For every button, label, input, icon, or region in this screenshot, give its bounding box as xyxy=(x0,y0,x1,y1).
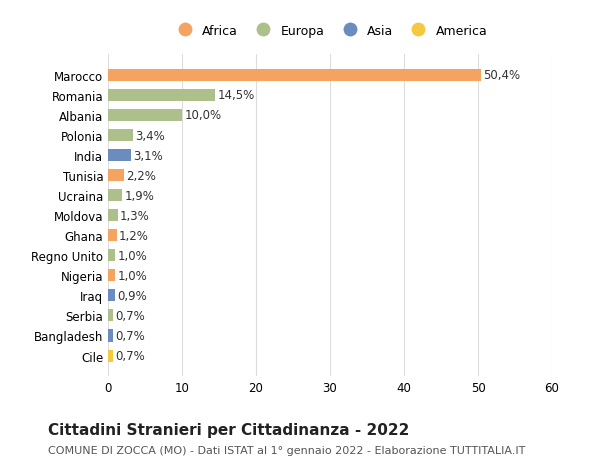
Text: 0,7%: 0,7% xyxy=(115,309,145,322)
Bar xyxy=(108,350,113,362)
Bar xyxy=(108,330,113,342)
Bar xyxy=(108,70,481,82)
Text: 3,1%: 3,1% xyxy=(133,149,163,162)
Text: 3,4%: 3,4% xyxy=(136,129,165,142)
Bar xyxy=(108,270,115,282)
Text: 0,7%: 0,7% xyxy=(115,349,145,362)
Bar xyxy=(108,150,131,162)
Bar xyxy=(108,230,117,242)
Bar xyxy=(108,190,122,202)
Bar xyxy=(108,250,115,262)
Text: 1,0%: 1,0% xyxy=(118,269,148,282)
Text: 10,0%: 10,0% xyxy=(184,109,221,122)
Bar xyxy=(108,170,124,182)
Text: 1,0%: 1,0% xyxy=(118,249,148,262)
Text: 1,3%: 1,3% xyxy=(120,209,149,222)
Text: COMUNE DI ZOCCA (MO) - Dati ISTAT al 1° gennaio 2022 - Elaborazione TUTTITALIA.I: COMUNE DI ZOCCA (MO) - Dati ISTAT al 1° … xyxy=(48,445,526,455)
Bar xyxy=(108,130,133,142)
Text: 1,2%: 1,2% xyxy=(119,229,149,242)
Text: Cittadini Stranieri per Cittadinanza - 2022: Cittadini Stranieri per Cittadinanza - 2… xyxy=(48,422,409,437)
Bar xyxy=(108,310,113,322)
Text: 1,9%: 1,9% xyxy=(124,189,154,202)
Bar xyxy=(108,210,118,222)
Bar xyxy=(108,90,215,102)
Text: 0,9%: 0,9% xyxy=(117,289,146,302)
Bar xyxy=(108,290,115,302)
Text: 50,4%: 50,4% xyxy=(483,69,520,82)
Text: 0,7%: 0,7% xyxy=(115,329,145,342)
Legend: Africa, Europa, Asia, America: Africa, Europa, Asia, America xyxy=(167,20,493,43)
Text: 14,5%: 14,5% xyxy=(218,89,255,102)
Text: 2,2%: 2,2% xyxy=(127,169,157,182)
Bar xyxy=(108,110,182,122)
